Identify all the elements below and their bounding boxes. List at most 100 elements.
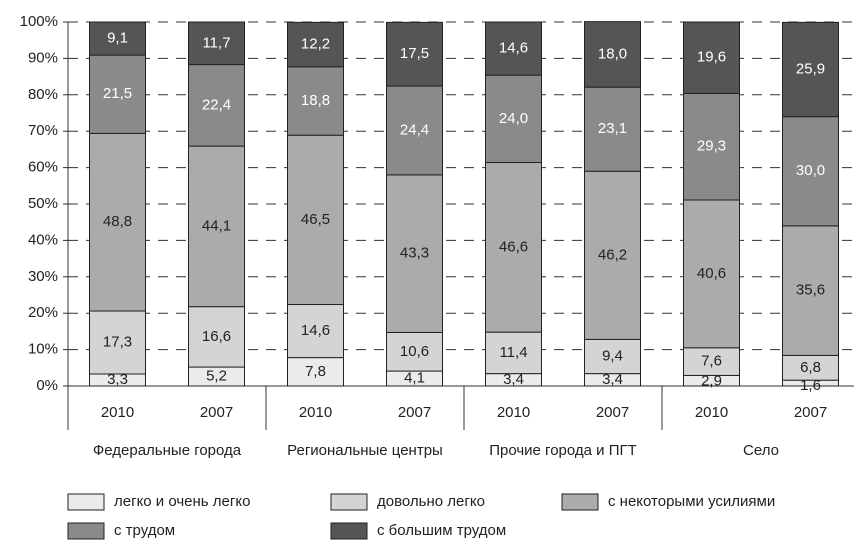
value-label: 1,6 xyxy=(800,377,821,394)
bar-segment xyxy=(485,331,542,375)
value-label: 22,4 xyxy=(202,96,231,113)
bar-segment xyxy=(287,66,344,136)
legend-label: с трудом xyxy=(114,522,175,539)
x-tick-label: 2010 xyxy=(695,404,728,421)
bar-segment xyxy=(584,338,641,375)
legend-swatch xyxy=(330,493,368,511)
legend-swatch xyxy=(561,493,599,511)
bar-segment xyxy=(782,21,839,118)
value-label: 24,0 xyxy=(499,110,528,127)
value-label: 46,2 xyxy=(598,246,627,263)
x-tick-label: 2007 xyxy=(596,404,629,421)
bar-segment xyxy=(683,21,740,94)
y-tick-label: 30% xyxy=(28,268,58,285)
bar-segment xyxy=(89,54,146,134)
legend-label: с некоторыми усилиями xyxy=(608,493,775,510)
value-label: 10,6 xyxy=(400,343,429,360)
bar-segment xyxy=(485,162,542,333)
bar-segment xyxy=(782,225,839,356)
bar-segment xyxy=(188,306,245,368)
value-label: 17,3 xyxy=(103,333,132,350)
bar-segment xyxy=(386,21,443,87)
value-label: 9,1 xyxy=(107,30,128,47)
value-label: 46,6 xyxy=(499,238,528,255)
bar-segment xyxy=(584,86,641,172)
value-label: 23,1 xyxy=(598,120,627,137)
value-label: 9,4 xyxy=(602,347,623,364)
y-tick-label: 80% xyxy=(28,86,58,103)
bar-segment xyxy=(188,64,245,147)
y-tick-label: 60% xyxy=(28,159,58,176)
bar-segment xyxy=(782,116,839,227)
value-label: 46,5 xyxy=(301,211,330,228)
value-label: 43,3 xyxy=(400,245,429,262)
group-label: Региональные центры xyxy=(287,442,443,459)
value-label: 14,6 xyxy=(301,322,330,339)
group-label: Федеральные города xyxy=(93,442,242,459)
bar-segment xyxy=(386,85,443,176)
bar-segment xyxy=(287,134,344,305)
bar-segment xyxy=(485,74,542,164)
legend-swatch xyxy=(67,522,105,540)
value-label: 12,2 xyxy=(301,36,330,53)
bar-segment xyxy=(683,347,740,376)
value-label: 11,7 xyxy=(202,34,230,51)
value-label: 6,8 xyxy=(800,359,821,376)
value-label: 17,5 xyxy=(400,45,429,62)
value-label: 25,9 xyxy=(796,60,825,77)
group-label: Село xyxy=(743,442,779,459)
value-label: 11,4 xyxy=(499,344,527,361)
value-label: 2,9 xyxy=(701,372,722,389)
x-tick-label: 2007 xyxy=(794,404,827,421)
y-tick-label: 100% xyxy=(20,13,58,30)
x-tick-label: 2010 xyxy=(101,404,134,421)
bar-segment xyxy=(386,174,443,333)
group-label: Прочие города и ПГТ xyxy=(489,442,637,459)
value-label: 5,2 xyxy=(206,368,227,385)
bar-segment xyxy=(287,303,344,359)
bar-segment xyxy=(188,145,245,308)
y-tick-label: 0% xyxy=(36,377,58,394)
bar-segment xyxy=(584,170,641,340)
legend-swatch xyxy=(330,522,368,540)
bar-segment xyxy=(584,21,641,88)
value-label: 35,6 xyxy=(796,282,825,299)
bar-segment xyxy=(485,21,542,76)
y-tick-label: 70% xyxy=(28,122,58,139)
value-label: 14,6 xyxy=(499,40,528,57)
x-tick-label: 2010 xyxy=(299,404,332,421)
x-tick-label: 2010 xyxy=(497,404,530,421)
value-label: 18,8 xyxy=(301,92,330,109)
bar-segment xyxy=(386,331,443,372)
bar-segment xyxy=(89,132,146,312)
value-label: 21,5 xyxy=(103,85,132,102)
x-tick-label: 2007 xyxy=(200,404,233,421)
y-tick-label: 20% xyxy=(28,304,58,321)
value-label: 44,1 xyxy=(202,217,231,234)
value-label: 18,0 xyxy=(598,45,627,62)
value-label: 7,6 xyxy=(701,353,722,370)
value-label: 30,0 xyxy=(796,162,825,179)
value-label: 3,4 xyxy=(503,371,524,388)
y-tick-label: 40% xyxy=(28,231,58,248)
bar-segment xyxy=(683,199,740,349)
value-label: 4,1 xyxy=(404,370,425,387)
y-tick-label: 10% xyxy=(28,341,58,358)
value-label: 16,6 xyxy=(202,328,231,345)
legend-label: с большим трудом xyxy=(377,522,506,539)
value-label: 29,3 xyxy=(697,138,726,155)
value-label: 7,8 xyxy=(305,363,326,380)
value-label: 48,8 xyxy=(103,213,132,230)
value-label: 3,4 xyxy=(602,371,623,388)
legend-label: легко и очень легко xyxy=(114,493,250,510)
value-label: 24,4 xyxy=(400,121,429,138)
value-label: 19,6 xyxy=(697,49,726,66)
y-tick-label: 90% xyxy=(28,49,58,66)
legend-swatch xyxy=(67,493,105,511)
bar-segment xyxy=(287,21,344,68)
bar-segment xyxy=(287,357,344,387)
bar-segment xyxy=(89,21,146,56)
value-label: 40,6 xyxy=(697,265,726,282)
